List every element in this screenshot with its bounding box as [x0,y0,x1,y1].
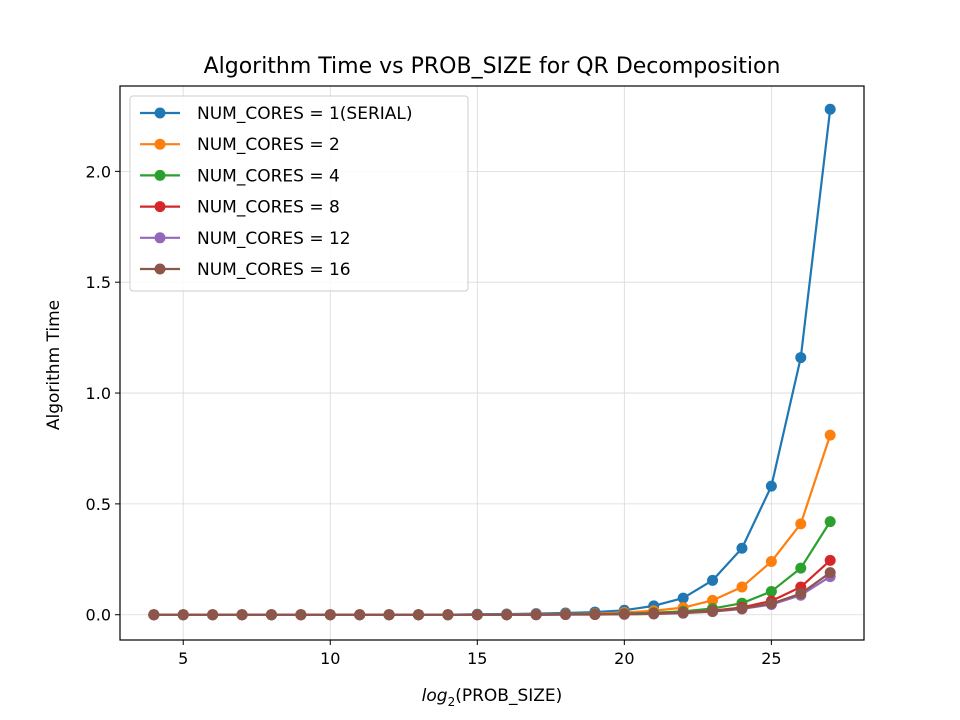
data-point [765,556,777,568]
legend-marker [154,107,166,119]
legend-label: NUM_CORES = 2 [197,135,340,155]
data-point [824,554,836,566]
legend-label: NUM_CORES = 16 [197,260,351,280]
legend-label: NUM_CORES = 8 [197,198,340,218]
data-point [795,518,807,530]
data-point [736,542,748,554]
legend-marker [154,169,166,181]
data-point [354,609,366,621]
data-point [795,352,807,364]
legend-label: NUM_CORES = 1(SERIAL) [197,104,413,124]
data-point [765,585,777,597]
y-tick-label: 0.5 [86,495,111,514]
data-point [677,607,689,619]
data-point [618,608,630,620]
data-point [412,609,424,621]
data-point [736,603,748,615]
legend: NUM_CORES = 1(SERIAL) NUM_CORES = 2 NUM_CO… [129,95,469,292]
data-point [824,516,836,528]
y-axis-ticks: 0.0 0.5 1.0 1.5 2.0 [86,162,120,625]
data-point [824,429,836,441]
legend-marker [154,232,166,244]
data-point [765,598,777,610]
data-point [530,609,542,621]
legend-label: NUM_CORES = 12 [197,229,351,249]
data-point [707,574,719,586]
series-lines [148,103,836,621]
y-axis-label: Algorithm Time [44,300,64,430]
data-point [824,103,836,115]
data-point [383,609,395,621]
data-point [795,588,807,600]
data-point [265,609,277,621]
x-tick-label: 25 [761,649,781,668]
chart-title: Algorithm Time vs PROB_SIZE for QR Decom… [204,54,781,79]
data-point [207,609,219,621]
data-point [236,609,248,621]
data-point [765,480,777,492]
data-point [295,609,307,621]
data-point [736,581,748,593]
x-tick-label: 10 [320,649,340,668]
legend-marker [154,263,166,275]
x-tick-label: 15 [467,649,487,668]
legend-label: NUM_CORES = 4 [197,166,340,186]
legend-marker [154,201,166,213]
data-point [560,609,572,621]
data-point [442,609,454,621]
y-tick-label: 1.5 [86,273,111,292]
x-axis-ticks: 5 10 15 20 25 [178,640,782,668]
legend-marker [154,138,166,150]
data-point [824,567,836,579]
data-point [148,609,160,621]
y-tick-label: 2.0 [86,162,111,181]
x-tick-label: 5 [178,649,188,668]
data-point [177,609,189,621]
data-point [324,609,336,621]
data-point [707,605,719,617]
series-group [148,567,836,621]
legend-box [129,95,469,292]
y-tick-label: 0.0 [86,606,111,625]
data-point [471,609,483,621]
plot-frame [119,85,865,641]
data-point [677,592,689,604]
data-point [795,562,807,574]
data-point [707,594,719,606]
y-tick-label: 1.0 [86,384,111,403]
data-point [501,609,513,621]
x-tick-label: 20 [614,649,634,668]
data-point [648,608,660,620]
data-point [589,609,601,621]
x-axis-label: log2(PROB_SIZE) [422,686,563,709]
